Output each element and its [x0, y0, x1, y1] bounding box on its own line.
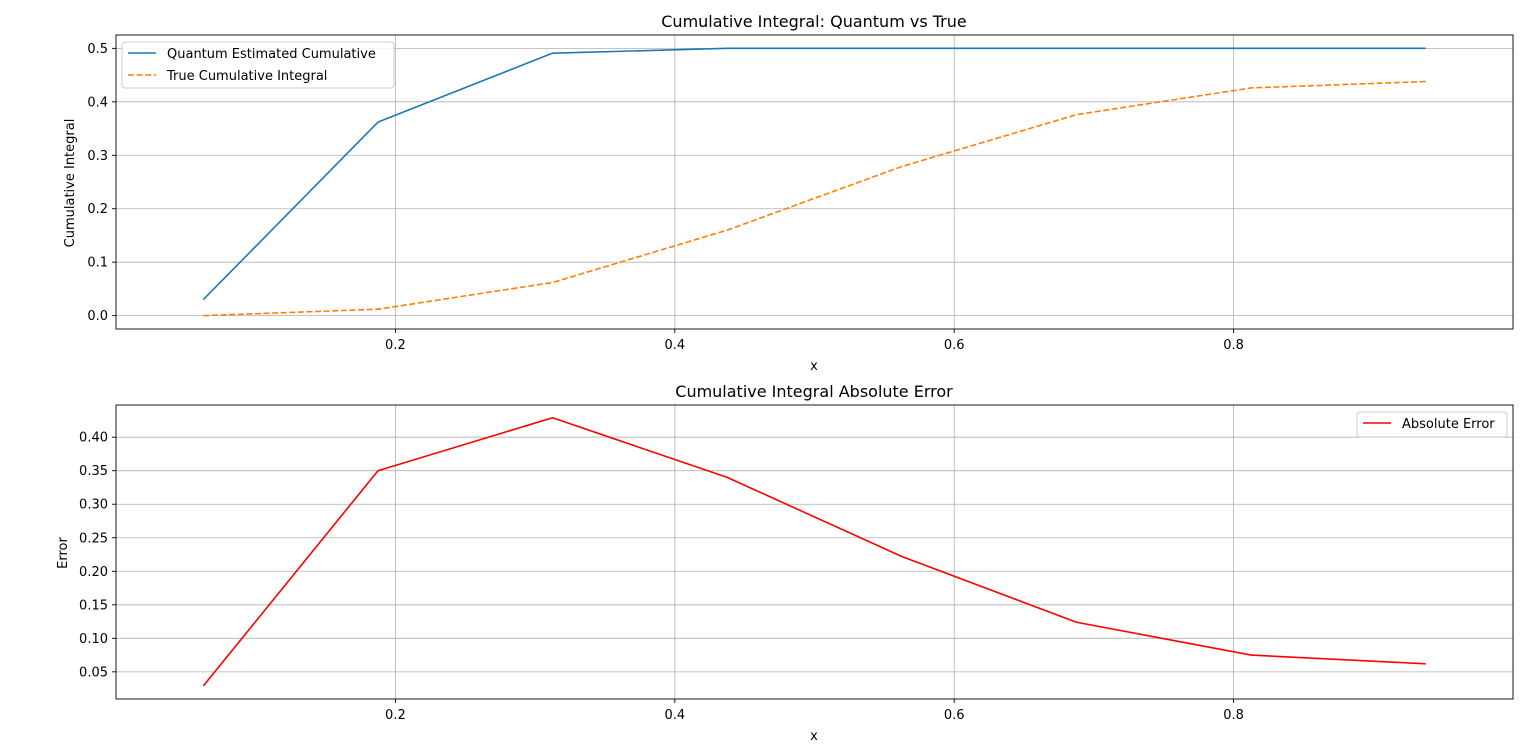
series-line-1: [203, 80, 1426, 317]
x-tick-label: 0.6: [944, 338, 965, 353]
y-tick-label: 0.4: [87, 95, 108, 110]
axes-frame: [115, 34, 1514, 330]
axes-frame: [115, 404, 1514, 700]
series-lines: [202, 47, 1426, 317]
chart-title: Cumulative Integral: Quantum vs True: [661, 12, 966, 31]
y-tick-label: 0.30: [79, 498, 108, 513]
legend-box: [1356, 411, 1508, 438]
tick-labels: 0.2 0.4 0.6 0.8 0.05 0.10 0.15 0.20 0.25 0.30 0.35…: [79, 431, 1244, 723]
y-tick-label: 0.0: [87, 309, 108, 324]
series-lines: [202, 416, 1426, 687]
y-tick-label: 0.35: [79, 464, 108, 479]
y-tick-label: 0.1: [87, 256, 108, 271]
x-tick-label: 0.8: [1223, 338, 1244, 353]
y-tick-label: 0.10: [79, 632, 108, 647]
grid: [116, 405, 1513, 699]
x-tick-label: 0.2: [385, 338, 406, 353]
x-tick-label: 0.6: [944, 708, 965, 723]
x-axis-label: x: [810, 359, 818, 374]
y-tick-label: 0.25: [79, 531, 108, 546]
chart-cumulative-integral: Cumulative Integral: Quantum vs True x C…: [63, 12, 1514, 374]
series-line-0: [202, 47, 1426, 301]
legend: Quantum Estimated Cumulative True Cumulat…: [121, 41, 395, 89]
x-tick-label: 0.4: [664, 338, 685, 353]
y-tick-label: 0.3: [87, 149, 108, 164]
legend: Absolute Error: [1356, 411, 1508, 438]
axes-frame-rect: [115, 34, 1514, 330]
legend-label: Quantum Estimated Cumulative: [167, 47, 376, 62]
chart-absolute-error: Cumulative Integral Absolute Error x Err…: [56, 382, 1514, 744]
legend-box: [121, 41, 395, 89]
y-axis-label: Error: [56, 537, 71, 569]
y-tick-label: 0.05: [79, 665, 108, 680]
y-tick-label: 0.5: [87, 42, 108, 57]
y-tick-label: 0.20: [79, 565, 108, 580]
legend-label: Absolute Error: [1402, 417, 1495, 432]
tick-labels: 0.2 0.4 0.6 0.8 0.0 0.1 0.2 0.3 0.4 0.5: [87, 42, 1244, 353]
legend-label: True Cumulative Integral: [166, 69, 327, 84]
y-tick-label: 0.2: [87, 202, 108, 217]
x-tick-label: 0.2: [385, 708, 406, 723]
y-tick-label: 0.15: [79, 598, 108, 613]
x-axis-label: x: [810, 729, 818, 744]
y-axis-label: Cumulative Integral: [63, 119, 78, 248]
series-line-0: [202, 416, 1426, 687]
x-tick-label: 0.4: [664, 708, 685, 723]
axes-frame-rect: [115, 404, 1514, 700]
x-tick-label: 0.8: [1223, 708, 1244, 723]
y-tick-label: 0.40: [79, 431, 108, 446]
chart-title: Cumulative Integral Absolute Error: [675, 382, 953, 401]
